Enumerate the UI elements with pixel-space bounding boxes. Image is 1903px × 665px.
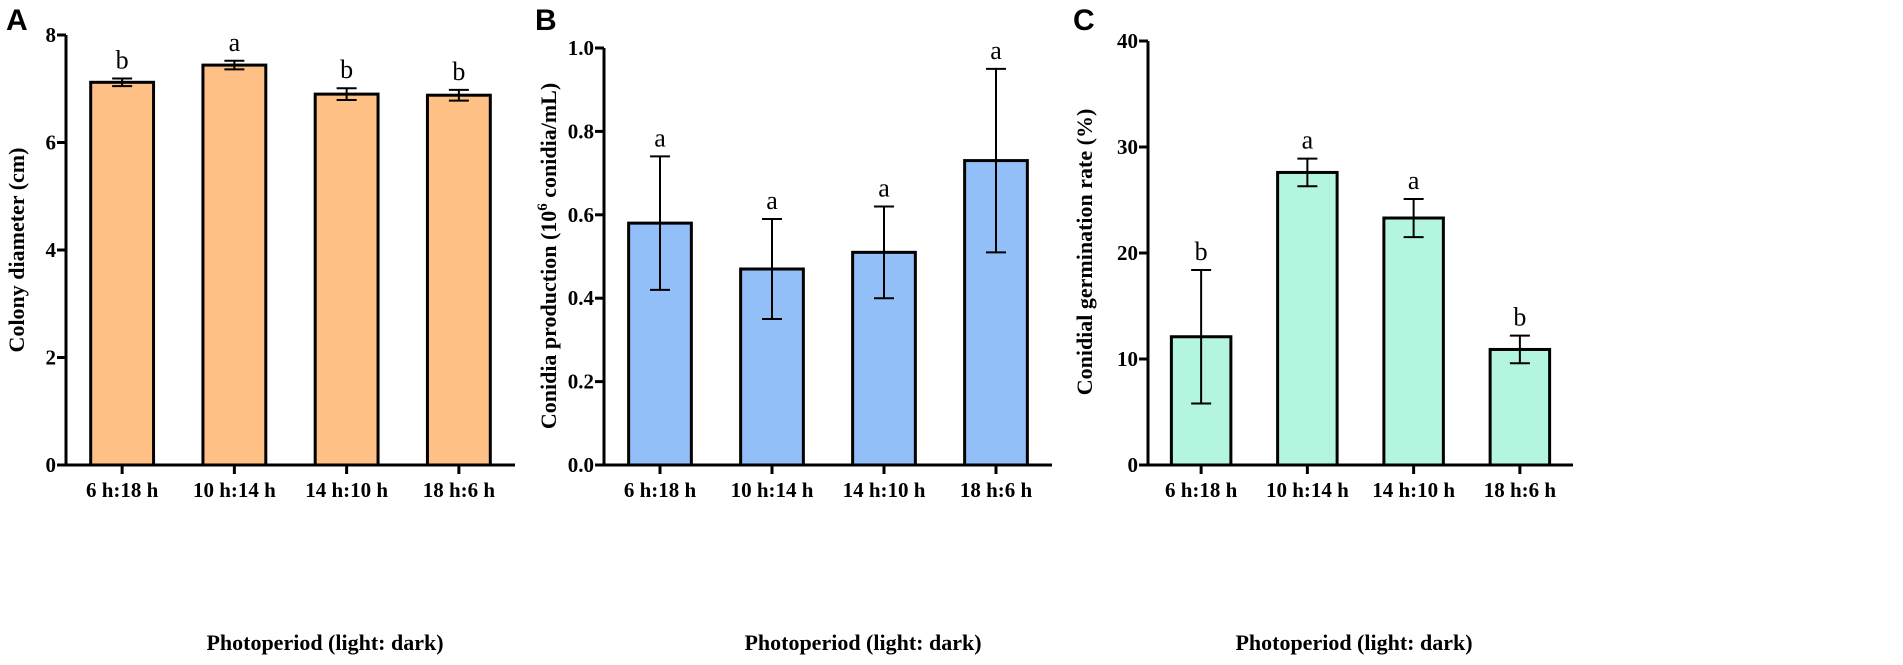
y-tick-label-b: 0.0: [568, 453, 594, 477]
y-tick-label-a: 2: [46, 346, 57, 370]
bar-a-3: [313, 92, 380, 467]
bar-a-1: [89, 80, 156, 467]
x-tick-label-b-2: 10 h:14 h: [731, 478, 814, 502]
x-tick-label-a-4: 18 h:6 h: [423, 478, 496, 502]
bar-c-4: [1488, 347, 1552, 467]
y-tick-label-b: 1.0: [568, 36, 594, 60]
x-tick-label-c-2: 10 h:14 h: [1266, 478, 1349, 502]
y-tick-label-a: 6: [46, 131, 57, 155]
x-tick-label-c-1: 6 h:18 h: [1165, 478, 1238, 502]
significance-label-a-3: b: [340, 55, 353, 84]
y-axis-title-b-suffix: conidia/mL): [536, 83, 561, 203]
y-tick-label-b: 0.4: [568, 286, 595, 310]
significance-label-b-2: a: [766, 186, 778, 215]
y-tick-label-c: 40: [1117, 29, 1138, 53]
y-tick-label-b: 0.2: [568, 370, 594, 394]
significance-label-b-1: a: [654, 123, 666, 152]
bar-a-4: [425, 93, 492, 467]
panel-c: C Conidial germination rate (%) Photoper…: [1072, 4, 1573, 655]
y-axis-title-a: Colony diameter (cm): [4, 148, 29, 353]
y-axis-title-b: Conidia production (106 conidia/mL): [535, 83, 561, 429]
significance-label-a-2: a: [229, 28, 241, 57]
x-axis-title-b: Photoperiod (light: dark): [744, 630, 981, 655]
x-tick-label-b-4: 18 h:6 h: [960, 478, 1033, 502]
y-tick-label-c: 10: [1117, 347, 1138, 371]
x-tick-label-a-2: 10 h:14 h: [193, 478, 276, 502]
panel-letter-a: A: [6, 4, 28, 37]
significance-label-c-2: a: [1302, 126, 1314, 155]
significance-label-b-3: a: [878, 173, 890, 202]
y-tick-label-a: 0: [46, 453, 57, 477]
y-axis-title-b-main: Conidia production (10: [536, 211, 561, 429]
x-axis-title-a: Photoperiod (light: dark): [206, 630, 443, 655]
y-tick-label-a: 4: [46, 238, 57, 262]
y-tick-label-b: 0.8: [568, 119, 594, 143]
x-tick-label-c-4: 18 h:6 h: [1484, 478, 1557, 502]
significance-label-c-1: b: [1195, 237, 1208, 266]
x-tick-label-c-3: 14 h:10 h: [1372, 478, 1455, 502]
x-tick-label-b-1: 6 h:18 h: [624, 478, 697, 502]
y-tick-label-c: 30: [1117, 135, 1138, 159]
panel-letter-b: B: [535, 4, 557, 37]
y-axis-title-b-sup: 6: [535, 203, 551, 211]
x-tick-label-b-3: 14 h:10 h: [843, 478, 926, 502]
significance-label-c-4: b: [1513, 303, 1526, 332]
significance-label-a-4: b: [452, 57, 465, 86]
panel-letter-c: C: [1073, 4, 1095, 37]
panel-a: A Colony diameter (cm) Photoperiod (ligh…: [4, 4, 515, 655]
panel-b: B Conidia production (106 conidia/mL) Ph…: [535, 4, 1052, 655]
significance-label-b-4: a: [990, 36, 1002, 65]
x-tick-label-a-3: 14 h:10 h: [305, 478, 388, 502]
bar-a-2: [201, 63, 268, 467]
bar-c-3: [1382, 216, 1445, 467]
x-axis-title-c: Photoperiod (light: dark): [1235, 630, 1472, 655]
significance-label-c-3: a: [1408, 166, 1420, 195]
y-tick-label-a: 8: [46, 23, 57, 47]
y-tick-label-c: 0: [1128, 453, 1139, 477]
bar-c-2: [1276, 170, 1339, 467]
y-tick-label-c: 20: [1117, 241, 1138, 265]
y-axis-title-c: Conidial germination rate (%): [1072, 109, 1097, 396]
y-tick-label-b: 0.6: [568, 203, 594, 227]
x-tick-label-a-1: 6 h:18 h: [86, 478, 159, 502]
significance-label-a-1: b: [116, 46, 129, 75]
